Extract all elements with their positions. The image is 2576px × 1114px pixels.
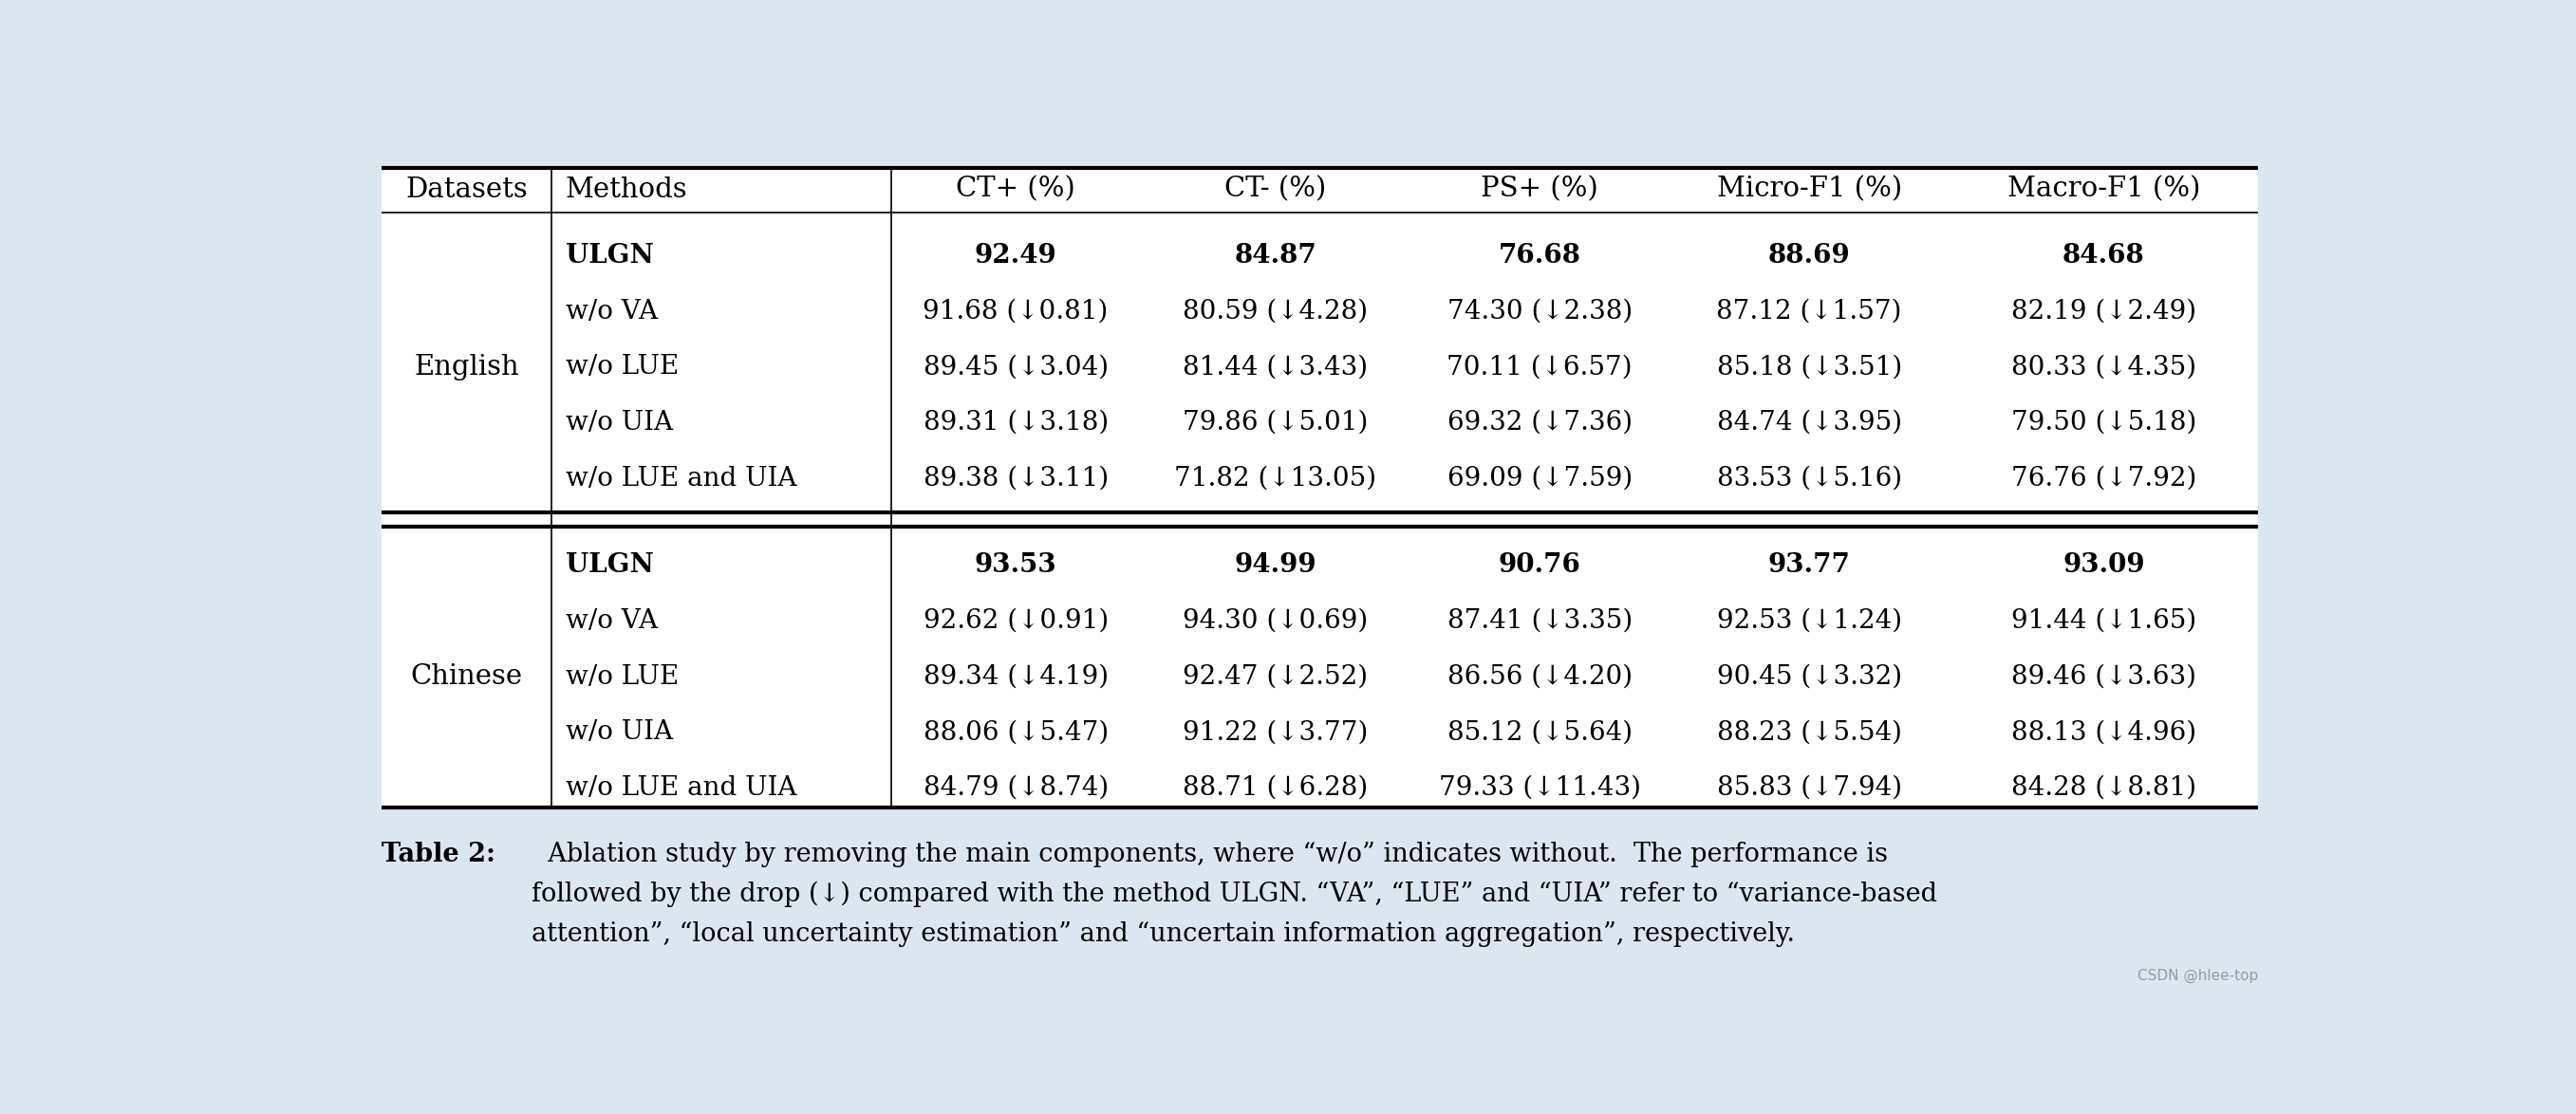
Text: 88.23 (↓5.54): 88.23 (↓5.54) xyxy=(1716,720,1901,745)
Text: CT+ (%): CT+ (%) xyxy=(956,176,1074,203)
Text: 87.41 (↓3.35): 87.41 (↓3.35) xyxy=(1448,608,1633,634)
Text: 93.53: 93.53 xyxy=(974,553,1056,578)
Text: 80.59 (↓4.28): 80.59 (↓4.28) xyxy=(1182,299,1368,324)
Text: ULGN: ULGN xyxy=(567,553,654,578)
Text: Micro-F1 (%): Micro-F1 (%) xyxy=(1716,176,1901,203)
Text: 76.68: 76.68 xyxy=(1499,243,1582,268)
Text: 84.79 (↓8.74): 84.79 (↓8.74) xyxy=(922,775,1108,801)
Text: PS+ (%): PS+ (%) xyxy=(1481,176,1600,203)
Text: 92.49: 92.49 xyxy=(974,243,1056,268)
Text: 89.45 (↓3.04): 89.45 (↓3.04) xyxy=(922,354,1108,380)
Text: 92.62 (↓0.91): 92.62 (↓0.91) xyxy=(922,608,1108,634)
Text: 85.18 (↓3.51): 85.18 (↓3.51) xyxy=(1716,354,1901,380)
Text: 81.44 (↓3.43): 81.44 (↓3.43) xyxy=(1182,354,1368,380)
Text: 79.50 (↓5.18): 79.50 (↓5.18) xyxy=(2012,410,2197,436)
Text: w/o LUE and UIA: w/o LUE and UIA xyxy=(567,775,796,801)
Text: 91.22 (↓3.77): 91.22 (↓3.77) xyxy=(1182,720,1368,745)
Text: 89.34 (↓4.19): 89.34 (↓4.19) xyxy=(922,664,1108,690)
Text: 84.74 (↓3.95): 84.74 (↓3.95) xyxy=(1716,410,1901,436)
Text: 76.76 (↓7.92): 76.76 (↓7.92) xyxy=(2012,466,2197,491)
Text: 74.30 (↓2.38): 74.30 (↓2.38) xyxy=(1448,299,1633,324)
Text: w/o UIA: w/o UIA xyxy=(567,720,672,745)
Text: 89.46 (↓3.63): 89.46 (↓3.63) xyxy=(2012,664,2197,690)
Text: 90.76: 90.76 xyxy=(1499,553,1582,578)
Text: 91.68 (↓0.81): 91.68 (↓0.81) xyxy=(922,299,1108,324)
Text: Methods: Methods xyxy=(567,176,688,203)
Text: 86.56 (↓4.20): 86.56 (↓4.20) xyxy=(1448,664,1633,690)
Text: Table 2:: Table 2: xyxy=(381,841,495,867)
Text: 83.53 (↓5.16): 83.53 (↓5.16) xyxy=(1716,466,1901,491)
Text: Ablation study by removing the main components, where “w/o” indicates without.  : Ablation study by removing the main comp… xyxy=(531,841,1937,947)
Text: 91.44 (↓1.65): 91.44 (↓1.65) xyxy=(2012,608,2197,634)
Text: 85.83 (↓7.94): 85.83 (↓7.94) xyxy=(1716,775,1901,801)
Text: 82.19 (↓2.49): 82.19 (↓2.49) xyxy=(2012,299,2197,324)
Text: 89.31 (↓3.18): 89.31 (↓3.18) xyxy=(922,410,1108,436)
Text: w/o UIA: w/o UIA xyxy=(567,410,672,436)
Text: 79.86 (↓5.01): 79.86 (↓5.01) xyxy=(1182,410,1368,436)
Text: 88.06 (↓5.47): 88.06 (↓5.47) xyxy=(922,720,1108,745)
Text: CSDN @hlee-top: CSDN @hlee-top xyxy=(2138,968,2259,983)
Text: w/o VA: w/o VA xyxy=(567,608,657,634)
Text: Datasets: Datasets xyxy=(404,176,528,203)
Text: ULGN: ULGN xyxy=(567,243,654,268)
Text: 92.47 (↓2.52): 92.47 (↓2.52) xyxy=(1182,664,1368,690)
Text: 69.32 (↓7.36): 69.32 (↓7.36) xyxy=(1448,410,1633,436)
Text: 90.45 (↓3.32): 90.45 (↓3.32) xyxy=(1716,664,1901,690)
Text: 92.53 (↓1.24): 92.53 (↓1.24) xyxy=(1716,608,1901,634)
Text: Macro-F1 (%): Macro-F1 (%) xyxy=(2007,176,2200,203)
Text: 93.09: 93.09 xyxy=(2063,553,2146,578)
Text: 89.38 (↓3.11): 89.38 (↓3.11) xyxy=(922,466,1108,491)
Text: 71.82 (↓13.05): 71.82 (↓13.05) xyxy=(1175,466,1376,491)
Text: 88.13 (↓4.96): 88.13 (↓4.96) xyxy=(2012,720,2197,745)
Text: 88.69: 88.69 xyxy=(1767,243,1850,268)
Text: w/o LUE and UIA: w/o LUE and UIA xyxy=(567,466,796,491)
Text: w/o LUE: w/o LUE xyxy=(567,354,677,380)
Text: 84.87: 84.87 xyxy=(1234,243,1316,268)
Text: 88.71 (↓6.28): 88.71 (↓6.28) xyxy=(1182,775,1368,801)
Text: w/o VA: w/o VA xyxy=(567,299,657,324)
Text: 93.77: 93.77 xyxy=(1767,553,1850,578)
Text: w/o LUE: w/o LUE xyxy=(567,664,677,690)
Text: 84.68: 84.68 xyxy=(2063,243,2146,268)
Text: 84.28 (↓8.81): 84.28 (↓8.81) xyxy=(2012,775,2197,801)
Text: 69.09 (↓7.59): 69.09 (↓7.59) xyxy=(1448,466,1633,491)
Text: 70.11 (↓6.57): 70.11 (↓6.57) xyxy=(1448,354,1633,380)
Text: 79.33 (↓11.43): 79.33 (↓11.43) xyxy=(1440,775,1641,801)
Text: 94.99: 94.99 xyxy=(1234,553,1316,578)
Text: 80.33 (↓4.35): 80.33 (↓4.35) xyxy=(2012,354,2197,380)
Text: 85.12 (↓5.64): 85.12 (↓5.64) xyxy=(1448,720,1633,745)
Text: English: English xyxy=(415,354,520,380)
Text: CT- (%): CT- (%) xyxy=(1224,176,1327,203)
Text: Chinese: Chinese xyxy=(410,663,523,690)
Text: 87.12 (↓1.57): 87.12 (↓1.57) xyxy=(1716,299,1901,324)
Text: 94.30 (↓0.69): 94.30 (↓0.69) xyxy=(1182,608,1368,634)
